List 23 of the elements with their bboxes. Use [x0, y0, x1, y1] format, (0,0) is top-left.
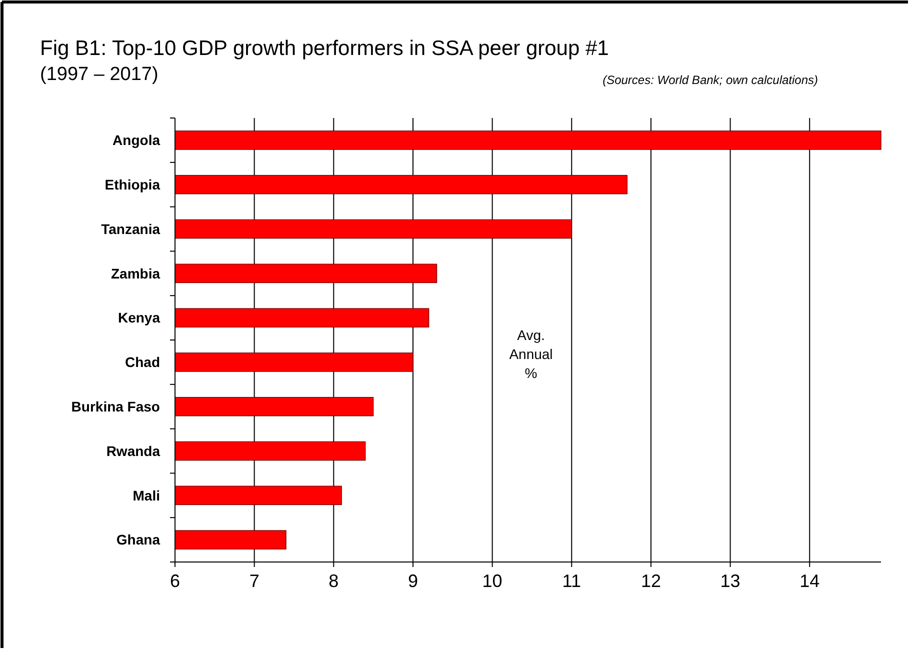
- y-tick-label: Burkina Faso: [71, 398, 160, 414]
- y-tick-label: Chad: [125, 354, 160, 370]
- y-tick-label: Angola: [112, 132, 160, 148]
- x-tick-label: 9: [408, 571, 418, 591]
- chart-subtitle: (1997 – 2017): [40, 64, 158, 85]
- y-tick-label: Rwanda: [106, 442, 160, 459]
- chart-title: Fig B1: Top-10 GDP growth performers in SSA peer group #1: [40, 37, 609, 60]
- annotation: Avg. Annual %: [509, 327, 553, 381]
- x-tick-label: 8: [328, 571, 339, 591]
- x-tick-label: 13: [720, 571, 740, 591]
- y-tick-label: Zambia: [110, 265, 160, 282]
- y-tick-label: Kenya: [118, 310, 160, 326]
- x-tick-label: 12: [640, 571, 661, 591]
- y-tick-label: Ethiopia: [104, 176, 160, 192]
- y-tick-label: Ghana: [116, 532, 160, 548]
- text: (Sources: World Bank; own calculations): [602, 73, 818, 87]
- x-tick-label: 10: [482, 571, 502, 591]
- x-tick-label: 7: [249, 571, 260, 591]
- y-tick-label: Tanzania: [101, 220, 160, 237]
- x-tick-label: 14: [800, 571, 820, 591]
- x-tick-label: 11: [562, 571, 581, 591]
- y-tick-label: Mali: [132, 487, 160, 504]
- x-tick-label: 6: [170, 571, 180, 591]
